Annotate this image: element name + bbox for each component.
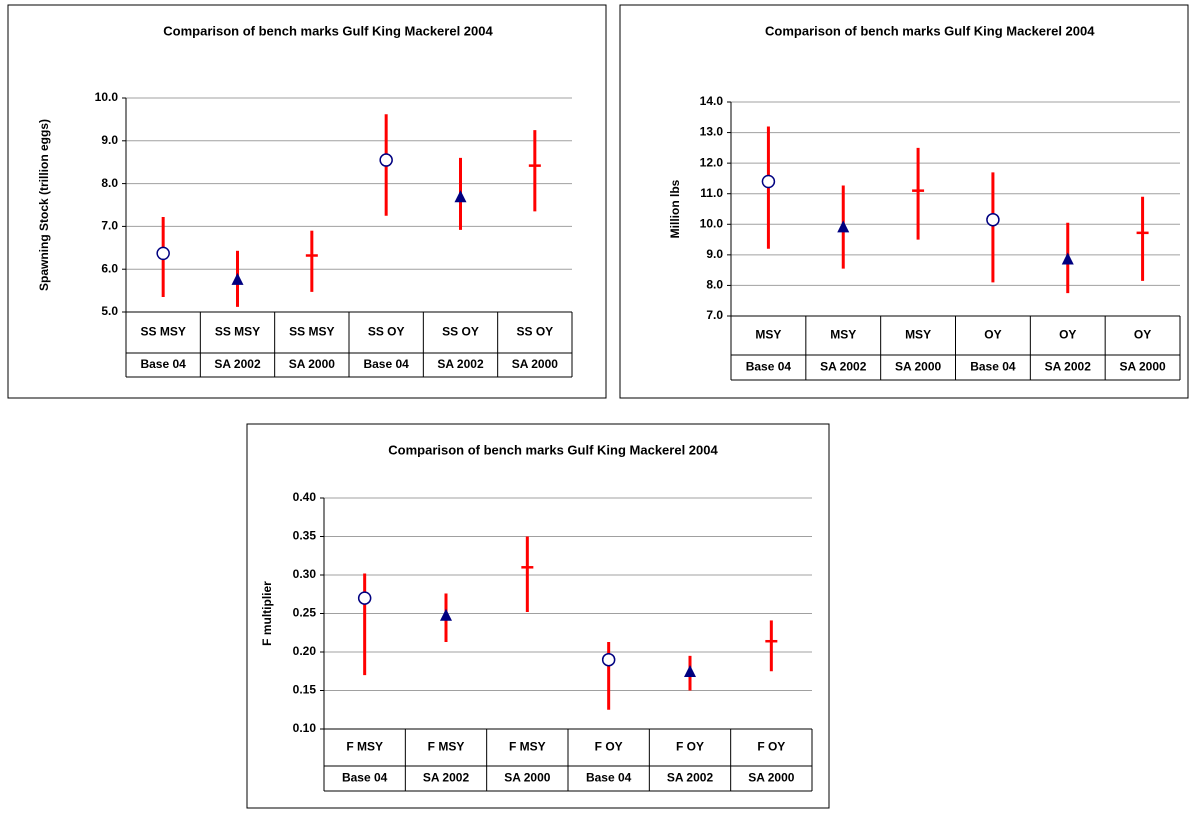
point-marker — [1061, 252, 1074, 265]
y-axis-label: Spawning Stock (trillion eggs) — [37, 119, 51, 291]
y-tick-label: 9.0 — [706, 247, 723, 261]
x-subcategory-label: SA 2002 — [437, 357, 484, 371]
point-marker — [231, 272, 244, 285]
y-tick-label: 10.0 — [700, 216, 724, 230]
x-subcategory-label: SA 2000 — [895, 360, 942, 374]
x-subcategory-label: SA 2002 — [820, 360, 867, 374]
x-subcategory-label: SA 2000 — [504, 771, 551, 785]
x-tick-label: F OY — [595, 740, 623, 754]
y-tick-label: 14.0 — [700, 94, 724, 108]
x-subcategory-label: SA 2000 — [1119, 360, 1166, 374]
point-marker — [156, 246, 170, 261]
x-subcategory-label: SA 2002 — [667, 771, 714, 785]
point-marker — [601, 652, 616, 667]
x-subcategory-label: Base 04 — [586, 771, 632, 785]
y-tick-label: 0.15 — [293, 683, 317, 697]
x-tick-label: MSY — [830, 328, 856, 342]
x-subcategory-label: SA 2000 — [512, 357, 559, 371]
y-tick-label: 6.0 — [101, 261, 118, 275]
y-tick-label: 11.0 — [700, 186, 723, 200]
y-axis-label: F multiplier — [260, 581, 274, 646]
x-tick-label: F MSY — [346, 740, 383, 754]
x-tick-label: OY — [984, 328, 1001, 342]
x-subcategory-label: SA 2000 — [748, 771, 795, 785]
x-tick-label: OY — [1134, 328, 1151, 342]
x-subcategory-label: SA 2002 — [423, 771, 470, 785]
y-tick-label: 7.0 — [706, 308, 723, 322]
y-tick-label: 8.0 — [706, 278, 723, 292]
point-marker — [837, 220, 850, 233]
x-subcategory-label: Base 04 — [342, 771, 388, 785]
y-tick-label: 7.0 — [101, 219, 118, 233]
x-subcategory-label: Base 04 — [970, 360, 1016, 374]
x-tick-label: MSY — [755, 328, 781, 342]
x-tick-label: OY — [1059, 328, 1076, 342]
x-tick-label: F MSY — [509, 740, 546, 754]
x-tick-label: SS OY — [516, 325, 553, 339]
x-tick-label: SS MSY — [140, 325, 185, 339]
y-tick-label: 0.25 — [293, 606, 317, 620]
chart-title: Comparison of bench marks Gulf King Mack… — [388, 442, 718, 457]
x-subcategory-label: SA 2000 — [289, 357, 336, 371]
point-marker — [440, 608, 452, 621]
chart-border — [619, 4, 1189, 399]
chart-title: Comparison of bench marks Gulf King Mack… — [163, 23, 493, 38]
chart-title: Comparison of bench marks Gulf King Mack… — [765, 23, 1095, 38]
y-tick-label: 12.0 — [700, 155, 724, 169]
y-axis-label: Million lbs — [668, 179, 682, 238]
x-tick-label: SS OY — [442, 325, 479, 339]
x-subcategory-label: SA 2002 — [214, 357, 261, 371]
y-tick-label: 0.10 — [293, 721, 317, 735]
point-marker — [761, 174, 776, 189]
x-tick-label: SS MSY — [215, 325, 260, 339]
y-tick-label: 8.0 — [101, 176, 118, 190]
point-marker — [357, 591, 372, 605]
x-tick-label: SS OY — [368, 325, 405, 339]
x-subcategory-label: Base 04 — [746, 360, 792, 374]
point-marker — [684, 665, 696, 678]
x-tick-label: F MSY — [428, 740, 465, 754]
point-marker — [454, 190, 467, 203]
x-tick-label: SS MSY — [289, 325, 334, 339]
y-tick-label: 5.0 — [101, 304, 118, 318]
chart-border — [7, 4, 607, 399]
y-tick-label: 13.0 — [700, 125, 724, 139]
point-marker — [986, 212, 1000, 227]
point-marker — [379, 153, 393, 167]
y-tick-label: 0.35 — [293, 529, 317, 543]
y-tick-label: 9.0 — [101, 133, 118, 147]
chart-border — [246, 423, 830, 809]
y-tick-label: 0.20 — [293, 644, 317, 658]
y-tick-label: 0.30 — [293, 567, 317, 581]
x-subcategory-label: SA 2002 — [1045, 360, 1092, 374]
y-tick-label: 10.0 — [95, 90, 119, 104]
y-tick-label: 0.40 — [293, 490, 317, 504]
x-tick-label: F OY — [757, 740, 785, 754]
x-tick-label: F OY — [676, 740, 704, 754]
x-tick-label: MSY — [905, 328, 931, 342]
x-subcategory-label: Base 04 — [140, 357, 186, 371]
x-subcategory-label: Base 04 — [363, 357, 409, 371]
